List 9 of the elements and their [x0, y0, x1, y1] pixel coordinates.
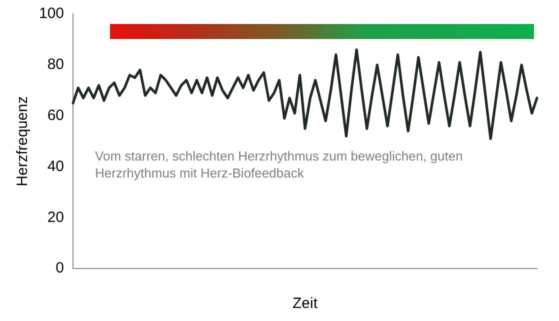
y-axis-title: Herzfrequenz — [14, 96, 32, 186]
x-axis-title: Zeit — [292, 295, 318, 312]
y-tick-label: 40 — [47, 158, 64, 175]
y-tick-label: 80 — [47, 56, 64, 74]
y-tick-label: 100 — [38, 5, 64, 22]
y-tick-label: 20 — [47, 208, 64, 226]
annotation: Vom starren, schlechten Herzrhythmus zum beweglichen, guten Herzrhythmus mit Herz-Biofeedback — [95, 148, 463, 180]
y-tick-label: 0 — [56, 260, 64, 277]
y-tick-label: 60 — [47, 106, 64, 124]
